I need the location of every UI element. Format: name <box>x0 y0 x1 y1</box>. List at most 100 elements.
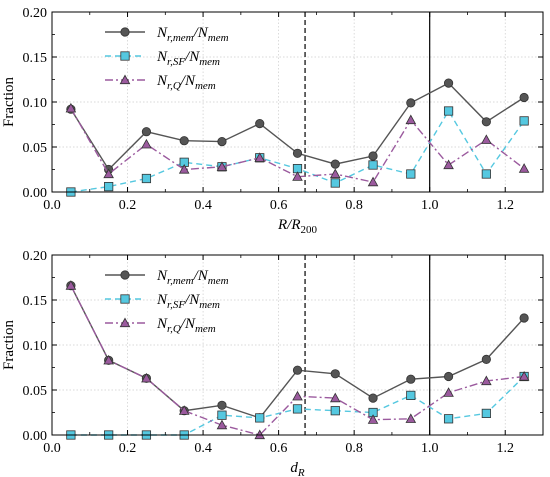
data-point-series-2 <box>443 387 454 397</box>
legend-label-0: Nr,mem/Nmem <box>156 25 229 44</box>
data-point-series-2 <box>518 163 530 173</box>
x-tick-label: 0.6 <box>270 441 288 456</box>
legend-marker-2 <box>119 74 131 85</box>
data-point-series-2 <box>178 405 190 415</box>
legend-label-2: Nr,Q/Nmem <box>156 316 216 335</box>
data-point-series-2 <box>405 114 417 125</box>
data-point-series-0 <box>292 148 303 158</box>
data-point-series-0 <box>406 98 416 108</box>
data-point-series-1 <box>481 408 491 419</box>
x-tick-label: 1.2 <box>496 198 514 213</box>
data-point-series-0 <box>368 151 378 161</box>
data-point-series-2 <box>216 419 228 430</box>
x-tick-label: 0.0 <box>43 198 61 213</box>
legend-label-0: Nr,mem/Nmem <box>156 268 229 287</box>
data-point-series-2 <box>65 102 77 113</box>
legend-marker-2 <box>119 317 131 328</box>
x-tick-label: 0.2 <box>119 441 137 456</box>
data-point-series-1 <box>330 406 340 416</box>
data-point-series-1 <box>292 404 303 414</box>
x-tick-label: 1.0 <box>421 441 439 456</box>
legend-label-1: Nr,SF/Nmem <box>156 292 220 311</box>
y-tick-label: 0.15 <box>23 294 48 309</box>
data-point-series-0 <box>519 92 529 103</box>
y-tick-label: 0.05 <box>23 384 48 399</box>
data-point-series-2 <box>481 375 492 386</box>
data-point-series-0 <box>443 371 454 382</box>
data-point-series-1 <box>217 410 227 420</box>
x-tick-label: 0.2 <box>119 198 137 213</box>
chart-panel-bottom: 0.0 0.2 0.4 0.6 0.8 1.0 1.2 0.00 0.05 0.10 0.15 0.2… <box>1 249 544 477</box>
data-point-series-0 <box>292 365 303 375</box>
data-point-series-0 <box>217 400 227 410</box>
data-point-series-2 <box>443 159 454 170</box>
x-tick-label: 0.4 <box>194 198 212 213</box>
data-point-series-2 <box>65 280 77 290</box>
data-point-series-2 <box>405 413 417 423</box>
data-point-series-0 <box>406 374 416 384</box>
data-point-series-1 <box>406 390 416 401</box>
x-axis-title: R/R200 <box>277 217 318 236</box>
y-axis-title: Fraction <box>1 320 17 370</box>
data-point-series-1 <box>481 169 491 179</box>
data-point-series-2 <box>254 152 266 162</box>
y-tick-label: 0.15 <box>23 51 48 66</box>
y-tick-label: 0.05 <box>23 141 48 156</box>
data-point-series-0 <box>330 159 340 169</box>
legend-marker-0 <box>120 270 130 280</box>
y-tick-label: 0.20 <box>23 249 48 264</box>
data-point-series-0 <box>330 369 340 379</box>
x-tick-label: 1.0 <box>421 198 439 213</box>
legend-label-2: Nr,Q/Nmem <box>156 73 216 92</box>
y-tick-label: 0.00 <box>23 429 48 444</box>
data-point-series-1 <box>255 413 265 423</box>
data-point-series-2 <box>367 414 379 424</box>
data-point-series-2 <box>367 176 379 187</box>
y-axis-title: Fraction <box>1 77 17 127</box>
data-point-series-0 <box>255 119 265 129</box>
data-point-series-2 <box>178 164 190 174</box>
data-point-series-1 <box>443 106 454 116</box>
data-point-series-0 <box>481 117 491 127</box>
data-point-series-2 <box>103 354 114 365</box>
data-point-series-1 <box>368 160 378 170</box>
x-tick-label: 0.6 <box>270 198 288 213</box>
data-point-series-1 <box>330 178 340 188</box>
y-tick-label: 0.00 <box>23 186 48 201</box>
x-tick-label: 1.2 <box>496 441 514 456</box>
data-point-series-2 <box>292 171 303 181</box>
data-point-series-0 <box>368 393 378 403</box>
data-point-series-0 <box>179 136 189 146</box>
data-point-series-0 <box>481 354 491 364</box>
data-point-series-2 <box>481 134 492 144</box>
y-tick-label: 0.20 <box>23 6 48 21</box>
x-tick-label: 0.8 <box>345 198 363 213</box>
legend-marker-1 <box>120 51 130 61</box>
x-axis-title: dR <box>290 460 305 477</box>
data-point-series-2 <box>329 168 341 179</box>
data-point-series-0 <box>519 313 529 323</box>
data-point-series-2 <box>216 161 228 171</box>
data-point-series-1 <box>406 169 416 179</box>
y-tick-label: 0.10 <box>23 96 48 111</box>
y-tick-label: 0.10 <box>23 339 48 354</box>
data-point-series-1 <box>443 414 454 424</box>
legend-marker-0 <box>120 27 130 37</box>
legend-marker-1 <box>120 294 130 304</box>
data-point-series-2 <box>329 392 341 403</box>
data-point-series-1 <box>519 116 529 126</box>
chart-panel-top: 0.0 0.2 0.4 0.6 0.8 1.0 1.2 0.00 0.05 0.10 0.15 0.2… <box>1 6 544 236</box>
data-point-series-0 <box>141 127 152 137</box>
data-point-series-2 <box>292 390 303 401</box>
data-point-series-1 <box>141 173 152 184</box>
data-point-series-2 <box>103 168 114 179</box>
data-point-series-2 <box>141 138 152 149</box>
data-point-series-0 <box>443 78 454 88</box>
data-point-series-0 <box>217 137 227 147</box>
data-point-series-2 <box>141 372 152 383</box>
data-point-series-2 <box>518 371 530 381</box>
x-tick-label: 0.0 <box>43 441 61 456</box>
x-tick-label: 0.8 <box>345 441 363 456</box>
data-point-series-1 <box>104 181 114 192</box>
